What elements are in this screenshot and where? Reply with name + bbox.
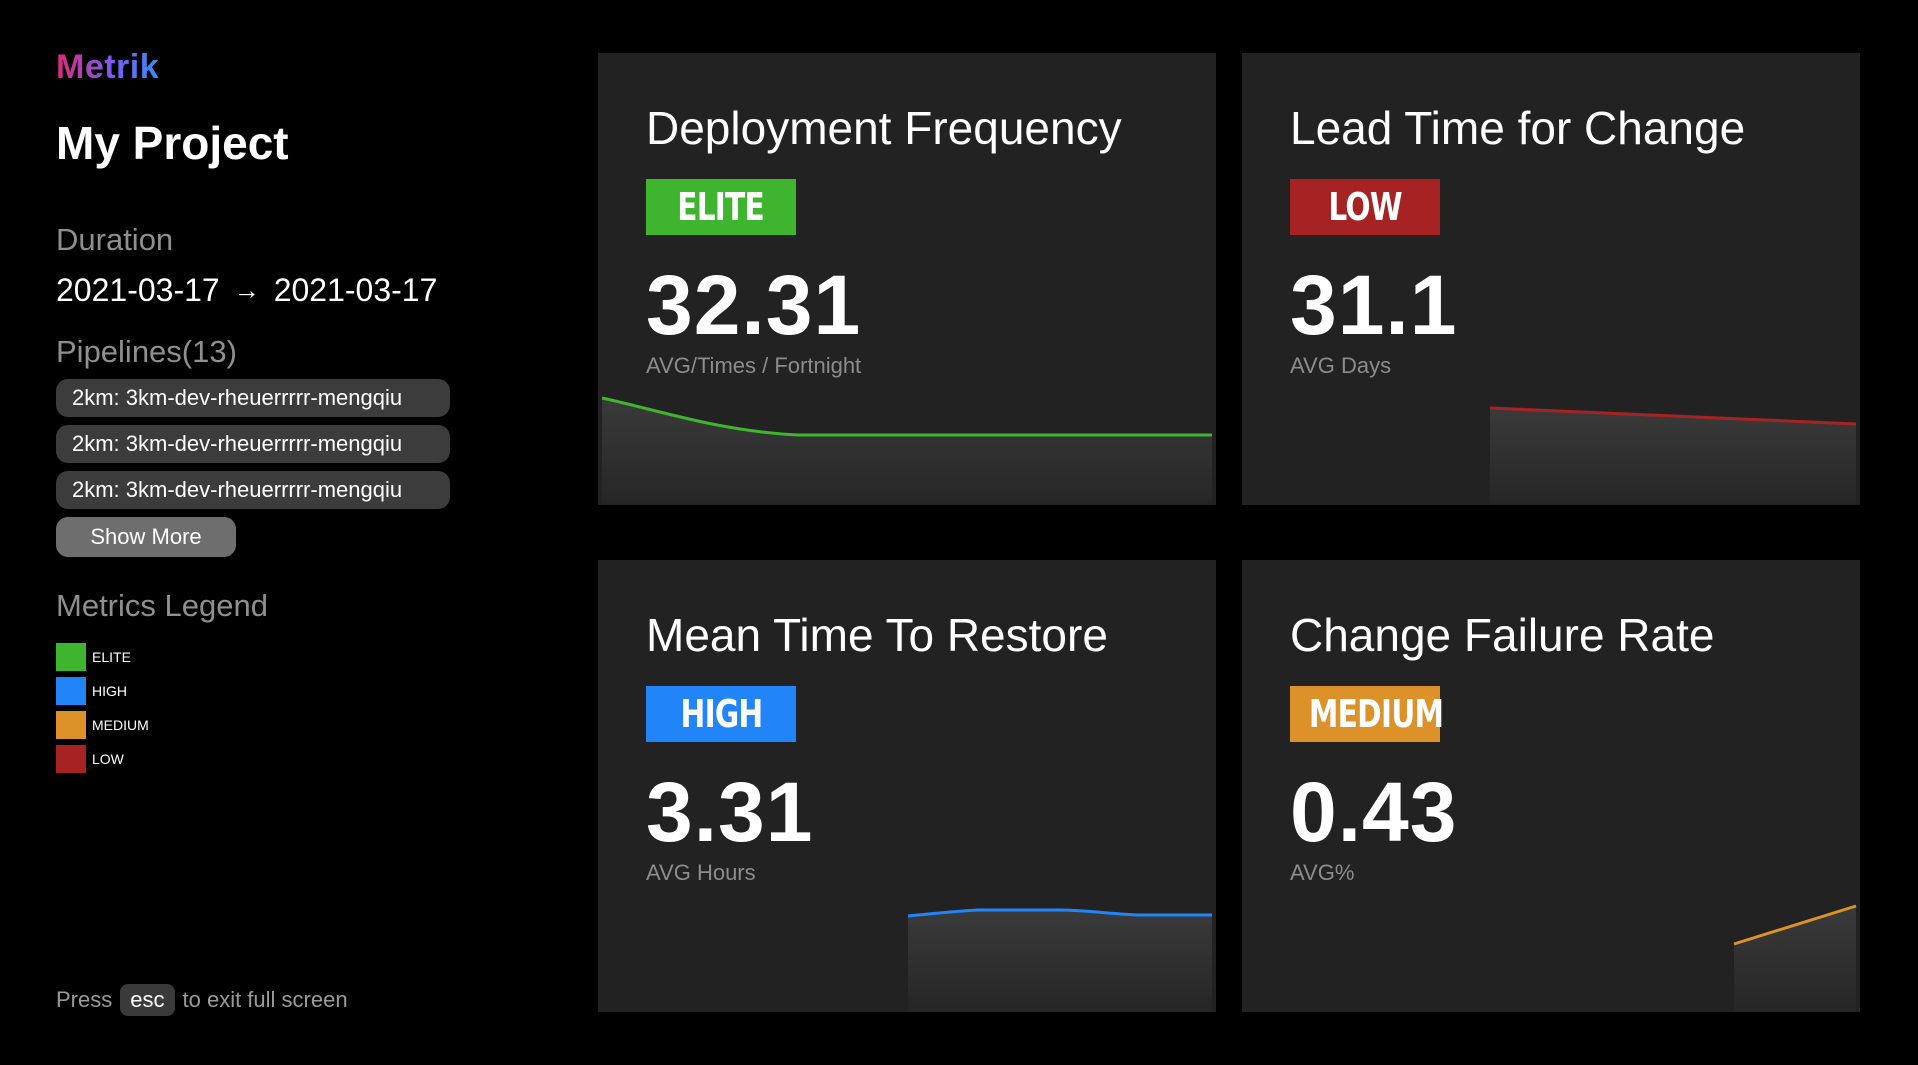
sparkline-chart: [907, 908, 1212, 1012]
pipeline-chip: 2km: 3km-dev-rheuerrrrr-mengqiu: [56, 379, 450, 417]
level-badge: ELITE: [646, 179, 796, 235]
legend-label: MEDIUM: [92, 717, 149, 733]
level-badge-text: LOW: [1328, 185, 1402, 229]
legend-item-elite: ELITE: [56, 640, 149, 674]
metric-value: 3.31: [646, 765, 814, 859]
hint-suffix-text: to exit full screen: [182, 987, 348, 1012]
legend-swatch: [56, 745, 86, 773]
metric-unit: AVG/Times / Fortnight: [646, 353, 862, 378]
metric-card-deployment-frequency: Deployment Frequency ELITE 32.31 AVG/Tim…: [598, 53, 1216, 505]
level-badge: LOW: [1290, 179, 1440, 235]
metric-value: 32.31: [646, 258, 862, 352]
metric-card-change-failure-rate: Change Failure Rate MEDIUM 0.43 AVG%: [1242, 560, 1860, 1012]
legend-label: ELITE: [92, 649, 131, 665]
duration-label: Duration: [56, 222, 174, 257]
legend-swatch: [56, 677, 86, 705]
metric-unit: AVG Days: [1290, 353, 1392, 378]
pipeline-chip: 2km: 3km-dev-rheuerrrrr-mengqiu: [56, 471, 450, 509]
level-badge-text: ELITE: [677, 185, 766, 229]
project-title: My Project: [56, 117, 289, 169]
metric-value: 0.43: [1290, 765, 1458, 859]
pipeline-chip: 2km: 3km-dev-rheuerrrrr-mengqiu: [56, 425, 450, 463]
legend-label: LOW: [92, 751, 124, 767]
hint-press-text: Press: [56, 987, 113, 1012]
sparkline-line: [1489, 406, 1857, 426]
duration-end: 2021-03-17: [273, 272, 438, 308]
level-badge-text: HIGH: [680, 692, 763, 736]
metric-unit: AVG%: [1290, 860, 1355, 885]
metric-value: 31.1: [1290, 258, 1458, 352]
sparkline-area: [908, 910, 1212, 1012]
legend-item-medium: MEDIUM: [56, 708, 149, 742]
esc-key: esc: [120, 984, 175, 1016]
card-title: Lead Time for Change: [1290, 102, 1746, 154]
metric-card-lead-time-for-change: Lead Time for Change LOW 31.1 AVG Days: [1242, 53, 1860, 505]
legend-swatch: [56, 711, 86, 739]
legend-item-high: HIGH: [56, 674, 149, 708]
card-title: Deployment Frequency: [646, 102, 1122, 154]
pipelines-label: Pipelines(13): [56, 334, 237, 369]
sparkline-chart: [601, 396, 1212, 505]
level-badge: MEDIUM: [1290, 686, 1444, 742]
exit-fullscreen-hint: Press esc to exit full screen: [56, 984, 348, 1016]
metrik-logo: Metrik: [56, 48, 160, 86]
sparkline-line: [1733, 904, 1857, 946]
level-badge-text: MEDIUM: [1308, 692, 1444, 736]
sparkline-line: [601, 396, 1212, 437]
show-more-button[interactable]: Show More: [56, 517, 236, 557]
arrow-right-icon: →: [233, 275, 260, 305]
legend-item-low: LOW: [56, 742, 149, 776]
metrics-legend: ELITE HIGH MEDIUM LOW: [56, 640, 149, 776]
duration-range: 2021-03-17 → 2021-03-17: [56, 272, 437, 309]
card-title: Change Failure Rate: [1290, 609, 1715, 661]
level-badge: HIGH: [646, 686, 796, 742]
duration-start: 2021-03-17: [56, 272, 220, 308]
metric-unit: AVG Hours: [646, 860, 756, 885]
metrics-legend-label: Metrics Legend: [56, 588, 268, 623]
metric-card-mean-time-to-restore: Mean Time To Restore HIGH 3.31 AVG Hours: [598, 560, 1216, 1012]
pipeline-list: 2km: 3km-dev-rheuerrrrr-mengqiu 2km: 3km…: [56, 379, 450, 557]
sparkline-area: [1734, 906, 1856, 1012]
sparkline-area: [602, 398, 1212, 505]
legend-swatch: [56, 643, 86, 671]
legend-label: HIGH: [92, 683, 127, 699]
sparkline-chart: [1489, 406, 1857, 505]
sparkline-chart: [1733, 904, 1857, 1012]
card-title: Mean Time To Restore: [646, 609, 1108, 661]
sparkline-area: [1490, 408, 1856, 505]
sparkline-line: [907, 908, 1212, 918]
sidebar: Metrik My Project Duration 2021-03-17 → …: [56, 0, 576, 1065]
